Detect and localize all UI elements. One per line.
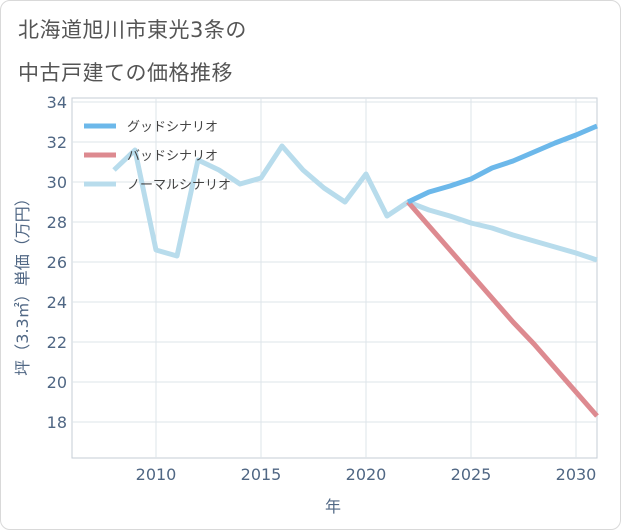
y-tick-label: 20: [47, 373, 67, 392]
x-axis-title: 年: [325, 497, 341, 516]
y-tick-label: 26: [47, 253, 67, 272]
series-line-2: [112, 143, 598, 263]
y-tick-label: 32: [47, 133, 67, 152]
x-tick-label: 2025: [451, 465, 492, 484]
y-tick-label: 34: [47, 93, 67, 112]
legend-label-1: バッドシナリオ: [127, 149, 218, 164]
grid-lines: [71, 97, 598, 459]
x-tick-label: 2030: [556, 465, 597, 484]
x-tick-label: 2015: [241, 465, 282, 484]
y-tick-label: 30: [47, 173, 67, 192]
y-tick-label: 28: [47, 213, 67, 232]
chart-title-line-1: 北海道旭川市東光3条の: [18, 18, 247, 42]
y-axis-title: 坪（3.3㎡）単価（万円）: [13, 190, 32, 375]
series-lines: [112, 123, 599, 418]
y-tick-label: 24: [47, 293, 67, 312]
y-tick-label: 18: [47, 413, 67, 432]
axis-ticks: 2010 2015 2020 2025 2030 18 20 22 24 26 28 30 32 34: [47, 93, 597, 484]
y-tick-label: 22: [47, 333, 67, 352]
chart-title-line-2: 中古戸建ての価格推移: [18, 61, 233, 85]
plot-area-border: [71, 97, 598, 459]
x-tick-label: 2020: [346, 465, 387, 484]
legend-label-2: ノーマルシナリオ: [127, 178, 231, 193]
legend-label-0: グッドシナリオ: [127, 120, 218, 135]
series-line-1: [406, 200, 599, 418]
series-line-0: [406, 123, 598, 205]
x-tick-label: 2010: [136, 465, 177, 484]
